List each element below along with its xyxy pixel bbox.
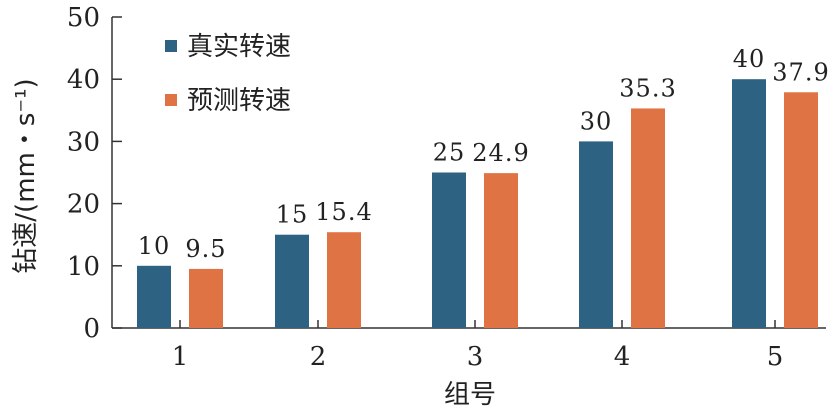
y-tick-label: 20 <box>67 190 100 220</box>
x-tick-label: 5 <box>767 342 784 372</box>
data-label: 15.4 <box>315 198 372 226</box>
legend-label: 真实转速 <box>187 32 291 62</box>
bar-series-2 <box>189 268 223 328</box>
bar-series-1 <box>432 172 466 328</box>
bar-series-1 <box>275 234 309 328</box>
data-label: 37.9 <box>772 58 828 86</box>
bar-series-1 <box>137 265 171 328</box>
y-tick-label: 30 <box>67 127 100 157</box>
y-tick-label: 10 <box>67 252 100 282</box>
y-tick-label: 0 <box>83 314 100 344</box>
data-label: 30 <box>580 107 613 135</box>
data-label: 35.3 <box>619 74 676 102</box>
legend-swatch <box>165 94 177 106</box>
y-tick-label: 40 <box>67 65 100 95</box>
data-label: 25 <box>433 139 466 167</box>
axes: 0 10 20 30 40 50 1 2 3 4 5 <box>67 3 826 372</box>
bars: 10 15 25 30 40 9.5 15.4 24.9 35.3 37.9 <box>137 45 828 329</box>
bar-series-1 <box>579 141 613 328</box>
x-tick-label: 4 <box>614 342 631 372</box>
data-label: 40 <box>733 45 766 73</box>
x-tick-label: 1 <box>172 342 189 372</box>
data-label: 24.9 <box>472 139 529 167</box>
data-label: 10 <box>138 232 171 260</box>
x-axis-title: 组号 <box>444 380 496 410</box>
data-label: 9.5 <box>185 235 226 263</box>
bar-series-2 <box>484 173 518 328</box>
y-tick-label: 50 <box>67 3 100 33</box>
bar-series-1 <box>732 79 766 328</box>
legend-swatch <box>165 40 177 52</box>
x-tick-label: 2 <box>310 342 327 372</box>
legend-label: 预测转速 <box>187 86 291 116</box>
bar-series-2 <box>327 232 361 328</box>
bar-series-2 <box>631 108 665 329</box>
data-label: 15 <box>276 201 309 229</box>
x-tick-label: 3 <box>467 342 484 372</box>
bar-series-2 <box>784 92 818 329</box>
y-axis-title: 钻速/(mm・s⁻¹) <box>11 78 41 273</box>
